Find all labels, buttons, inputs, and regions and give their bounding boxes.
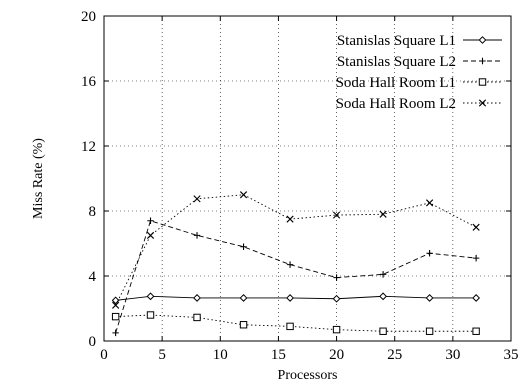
x-tick-label: 10 xyxy=(213,347,228,363)
legend-marker xyxy=(479,57,486,65)
data-point xyxy=(425,294,434,302)
series-0 xyxy=(111,292,481,305)
data-point xyxy=(239,191,248,199)
axis-ticks: 0 5 10 15 20 25 30 35 0 4 8 12 16 20 xyxy=(81,9,519,363)
legend-label: Stanislas Square L2 xyxy=(337,54,456,70)
series-line xyxy=(115,295,477,301)
series-1 xyxy=(112,217,480,337)
data-point xyxy=(426,199,434,207)
data-point xyxy=(332,325,341,334)
legend-marker xyxy=(478,99,487,107)
y-tick-label: 4 xyxy=(89,269,97,285)
y-tick-label: 0 xyxy=(89,334,97,350)
y-axis-label: Miss Rate (%) xyxy=(31,138,46,219)
data-point xyxy=(426,250,433,257)
data-point xyxy=(193,294,201,302)
x-tick-label: 20 xyxy=(329,347,344,363)
series-lines xyxy=(111,191,481,337)
x-tick-label: 35 xyxy=(504,347,519,363)
data-point xyxy=(286,215,294,223)
data-point xyxy=(379,327,387,335)
data-point xyxy=(193,232,201,239)
x-tick-label: 0 xyxy=(100,347,108,363)
data-point xyxy=(379,292,387,301)
data-point xyxy=(111,296,120,305)
data-point xyxy=(147,217,154,224)
x-tick-label: 30 xyxy=(445,347,460,363)
series-2 xyxy=(111,311,480,335)
x-tick-label: 15 xyxy=(271,347,286,363)
legend-label: Soda Hall Room L1 xyxy=(336,75,456,91)
x-tick-label: 25 xyxy=(387,347,402,363)
data-point xyxy=(146,231,155,239)
x-tick-label: 5 xyxy=(158,347,166,363)
data-point xyxy=(146,292,155,301)
legend-label: Stanislas Square L1 xyxy=(337,33,456,49)
data-point xyxy=(472,294,481,302)
data-point xyxy=(379,271,387,278)
data-point xyxy=(112,329,119,337)
y-tick-label: 16 xyxy=(81,74,97,90)
y-tick-label: 12 xyxy=(81,139,96,155)
data-point xyxy=(239,294,248,302)
legend-marker xyxy=(478,36,487,44)
data-point xyxy=(239,321,248,329)
data-point xyxy=(332,211,341,219)
y-tick-label: 8 xyxy=(89,204,97,220)
y-tick-label: 20 xyxy=(81,9,96,25)
data-point xyxy=(333,274,340,281)
data-point xyxy=(240,243,247,250)
legend: Stanislas Square L1 Stanislas Square L2 So… xyxy=(336,33,502,112)
data-point xyxy=(472,254,480,262)
data-point xyxy=(111,312,120,321)
data-point xyxy=(472,327,480,335)
data-point xyxy=(193,195,201,203)
data-point xyxy=(146,311,155,319)
data-point xyxy=(112,301,120,309)
data-point xyxy=(286,322,294,331)
data-point xyxy=(379,210,387,218)
data-point xyxy=(193,313,201,322)
legend-marker xyxy=(478,78,487,86)
plot-frame xyxy=(103,15,512,342)
data-point xyxy=(332,294,341,303)
x-axis-label: Processors xyxy=(278,368,338,381)
data-point xyxy=(286,294,294,302)
legend-label: Soda Hall Room L2 xyxy=(336,96,456,112)
series-line xyxy=(115,194,477,306)
series-line xyxy=(115,220,477,334)
series-line xyxy=(115,314,477,332)
data-point xyxy=(425,327,434,335)
data-point xyxy=(286,261,294,268)
data-point xyxy=(472,223,480,231)
series-3 xyxy=(112,191,480,309)
